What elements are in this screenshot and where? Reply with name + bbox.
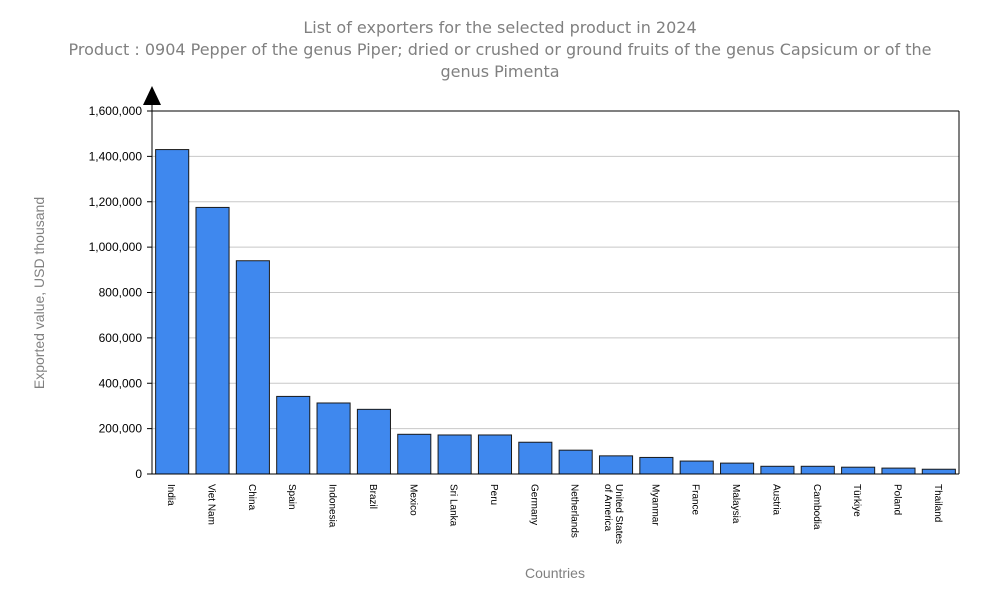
bar-8 [437,434,472,475]
bar-11 [558,449,593,475]
y-tick-label: 800,000 [99,286,143,300]
x-tick-label: Poland [891,484,902,515]
x-tick-label: Viet Nam [206,484,217,525]
x-tick-label: Peru [488,484,499,505]
bar-2 [195,206,230,475]
bar-3 [235,260,270,475]
x-tick-label: Malaysia [730,484,741,524]
x-tick-label: Netherlands [569,484,580,538]
bar-9 [477,434,513,475]
y-tick-label: 1,000,000 [89,240,143,254]
x-tick-label: Indonesia [327,484,338,528]
bar-7 [397,433,432,475]
y-axis-arrow-icon [143,86,161,105]
y-tick-label: 200,000 [99,422,143,436]
y-tick-label: 600,000 [99,331,143,345]
bar-1 [155,149,190,475]
chart-subtitle: Product : 0904 Pepper of the genus Piper… [68,40,932,81]
chart-title-block: List of exporters for the selected produ… [0,17,1000,83]
bar-15 [720,462,755,475]
bar-17 [800,465,835,475]
x-tick-label: Cambodia [811,484,822,530]
x-axis-label: Countries [525,565,585,581]
x-tick-label: Myanmar [649,484,660,526]
x-tick-label: China [246,484,257,511]
bar-14 [679,460,714,475]
bar-6 [356,408,391,475]
chart-title: List of exporters for the selected produ… [303,18,697,37]
y-tick-label: 1,200,000 [89,195,143,209]
bar-16 [760,465,795,475]
x-tick-label: Spain [286,484,297,510]
x-tick-label: Mexico [407,484,418,516]
x-tick-label: Türkiye [851,484,862,517]
y-tick-label: 400,000 [99,376,143,390]
bar-5 [316,402,351,475]
bar-12 [598,455,634,475]
bar-18 [841,466,876,475]
x-tick-label: Austria [770,484,781,516]
x-tick-label: Germany [528,484,539,525]
bar-10 [518,441,553,475]
x-tick-label: Brazil [367,484,378,509]
x-tick-label: United Statesof America [602,484,624,544]
x-tick-label: Thailand [932,484,943,522]
bar-20 [921,468,956,475]
x-tick-label: France [690,484,701,516]
bar-4 [276,395,311,475]
y-tick-label: 1,400,000 [89,149,143,163]
x-tick-label: Sri Lanka [448,484,459,527]
bar-19 [881,467,916,475]
x-tick-label: India [165,484,176,506]
bar-13 [639,456,674,475]
y-tick-label: 0 [135,467,142,481]
y-tick-label: 1,600,000 [89,104,143,118]
